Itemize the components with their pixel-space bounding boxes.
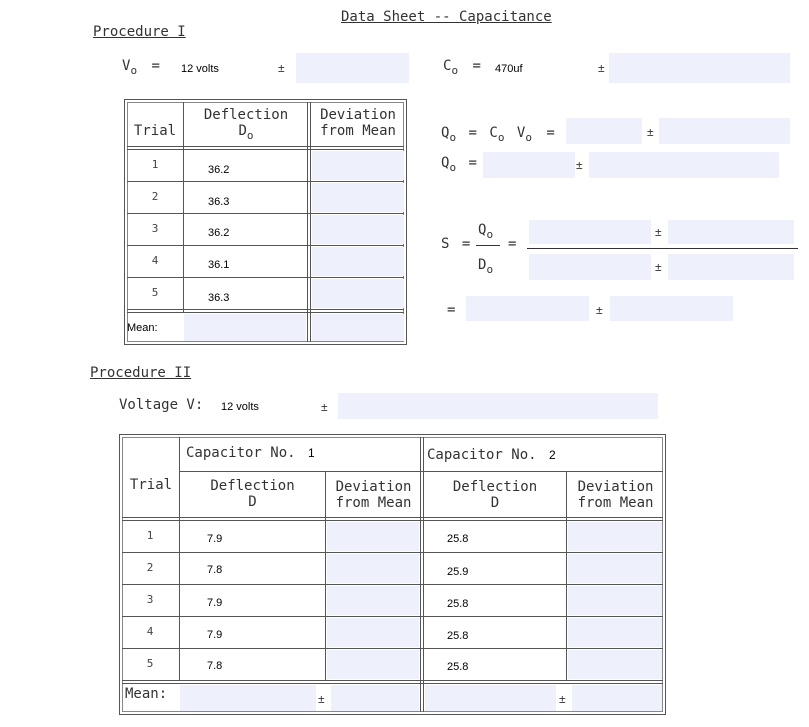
capacitor-1-header: Capacitor No. 1 bbox=[186, 445, 315, 461]
qo-product-uncertainty-field[interactable] bbox=[659, 118, 790, 144]
vo-value: 12 volts bbox=[181, 63, 219, 75]
trial-number: 4 bbox=[146, 625, 154, 638]
s-result-plus-minus: ± bbox=[596, 303, 603, 317]
co-value: 470uf bbox=[495, 63, 523, 75]
s-result-equals: = bbox=[447, 302, 456, 318]
deviation-field[interactable] bbox=[312, 151, 404, 180]
capacitor-2-header: Capacitor No. 2 bbox=[427, 447, 556, 463]
cap2-deflection-value: 25.8 bbox=[447, 533, 469, 545]
col-trial-header: Trial bbox=[129, 477, 173, 493]
cap1-deviation-field[interactable] bbox=[327, 554, 419, 583]
deflection-value: 36.2 bbox=[208, 227, 230, 239]
cap1-deflection-value: 7.9 bbox=[207, 597, 223, 609]
cap2-deviation-field[interactable] bbox=[568, 554, 662, 583]
vo-uncertainty-field[interactable] bbox=[296, 53, 409, 83]
qo-product-field[interactable] bbox=[566, 118, 642, 144]
s-result-uncertainty-field[interactable] bbox=[610, 296, 733, 321]
vo-label: Vo = bbox=[122, 58, 160, 77]
s-right-fraction-bar bbox=[527, 248, 798, 249]
cap2-deviation-field[interactable] bbox=[568, 586, 662, 615]
cap1-deflection-header: Deflection D bbox=[210, 478, 295, 510]
cap2-deviation-field[interactable] bbox=[568, 650, 662, 679]
deflection-value: 36.3 bbox=[208, 196, 230, 208]
voltage-plus-minus: ± bbox=[321, 400, 328, 414]
deviation-field[interactable] bbox=[312, 279, 404, 308]
trial-number: 2 bbox=[146, 561, 154, 574]
cap2-deflection-value: 25.8 bbox=[447, 630, 469, 642]
mean-label: Mean: bbox=[127, 322, 158, 334]
cap1-mean-field[interactable] bbox=[180, 685, 316, 711]
cap1-deviation-field[interactable] bbox=[327, 618, 419, 647]
qo-result-label: Qo = bbox=[441, 155, 477, 174]
col-trial-header: Trial bbox=[133, 123, 177, 139]
vo-plus-minus: ± bbox=[278, 61, 285, 75]
cap2-deflection-value: 25.8 bbox=[447, 661, 469, 673]
s-denominator-plus-minus: ± bbox=[655, 260, 662, 274]
page-title: Data Sheet -- Capacitance bbox=[341, 9, 552, 25]
trial-number: 3 bbox=[151, 222, 159, 235]
cap2-deflection-value: 25.9 bbox=[447, 566, 469, 578]
s-numerator-field[interactable] bbox=[529, 220, 651, 244]
cap2-mean-plus-minus: ± bbox=[559, 692, 566, 706]
co-label: Co = bbox=[443, 58, 481, 77]
deflection-value: 36.1 bbox=[208, 259, 230, 271]
deflection-value: 36.3 bbox=[208, 292, 230, 304]
mean-deviation-field[interactable] bbox=[312, 314, 404, 341]
s-numerator-uncertainty-field[interactable] bbox=[668, 220, 794, 244]
procedure-1-heading: Procedure I bbox=[93, 24, 186, 40]
cap1-deviation-header: Deviation from Mean bbox=[335, 479, 412, 511]
trial-number: 1 bbox=[151, 158, 159, 171]
s-numerator: Qo bbox=[478, 222, 494, 241]
cap1-deflection-value: 7.8 bbox=[207, 564, 223, 576]
s-denominator: Do bbox=[478, 257, 494, 276]
cap1-deflection-value: 7.9 bbox=[207, 629, 223, 641]
mean-deflection-field[interactable] bbox=[184, 314, 306, 341]
voltage-value: 12 volts bbox=[221, 401, 259, 413]
trial-number: 3 bbox=[146, 593, 154, 606]
cap1-deviation-field[interactable] bbox=[327, 522, 419, 551]
trial-number: 5 bbox=[146, 657, 154, 670]
cap1-mean-uncertainty-field[interactable] bbox=[331, 685, 419, 711]
cap2-deviation-field[interactable] bbox=[568, 618, 662, 647]
qo-result-uncertainty-field[interactable] bbox=[589, 152, 779, 178]
cap2-deviation-header: Deviation from Mean bbox=[577, 479, 654, 511]
co-uncertainty-field[interactable] bbox=[609, 53, 790, 83]
trial-number: 1 bbox=[146, 529, 154, 542]
cap1-deflection-value: 7.9 bbox=[207, 533, 223, 545]
mean-label: Mean: bbox=[125, 686, 168, 702]
voltage-label: Voltage V: bbox=[119, 397, 204, 413]
co-plus-minus: ± bbox=[598, 61, 605, 75]
s-fraction-bar bbox=[476, 245, 500, 246]
s-numerator-plus-minus: ± bbox=[655, 225, 662, 239]
cap2-deviation-field[interactable] bbox=[568, 522, 662, 551]
s-equals: = bbox=[508, 236, 517, 252]
trial-number: 4 bbox=[151, 254, 159, 267]
cap2-mean-uncertainty-field[interactable] bbox=[572, 685, 662, 711]
cap1-deviation-field[interactable] bbox=[327, 650, 419, 679]
cap1-deflection-value: 7.8 bbox=[207, 660, 223, 672]
deflection-value: 36.2 bbox=[208, 164, 230, 176]
s-denominator-field[interactable] bbox=[529, 254, 651, 280]
s-result-field[interactable] bbox=[466, 296, 589, 321]
trial-number: 5 bbox=[151, 286, 159, 299]
cap2-mean-field[interactable] bbox=[425, 685, 556, 711]
qo-result-plus-minus: ± bbox=[576, 158, 583, 172]
cap1-mean-plus-minus: ± bbox=[318, 692, 325, 706]
deviation-field[interactable] bbox=[312, 183, 404, 212]
cap2-deflection-value: 25.8 bbox=[447, 598, 469, 610]
cap1-deviation-field[interactable] bbox=[327, 586, 419, 615]
cap2-deflection-header: Deflection D bbox=[452, 479, 538, 511]
deviation-field[interactable] bbox=[312, 215, 404, 244]
qo-formula: Qo = Co Vo = bbox=[441, 125, 555, 144]
voltage-uncertainty-field[interactable] bbox=[338, 393, 658, 419]
qo-product-plus-minus: ± bbox=[647, 125, 654, 139]
trial-number: 2 bbox=[151, 190, 159, 203]
col-deflection-header: Deflection Do bbox=[203, 107, 289, 142]
deviation-field[interactable] bbox=[312, 247, 404, 276]
s-denominator-uncertainty-field[interactable] bbox=[668, 254, 794, 280]
qo-result-field[interactable] bbox=[483, 152, 575, 178]
s-label: S = bbox=[441, 236, 471, 252]
procedure-2-heading: Procedure II bbox=[90, 365, 192, 381]
col-deviation-header: Deviation from Mean bbox=[320, 107, 396, 139]
